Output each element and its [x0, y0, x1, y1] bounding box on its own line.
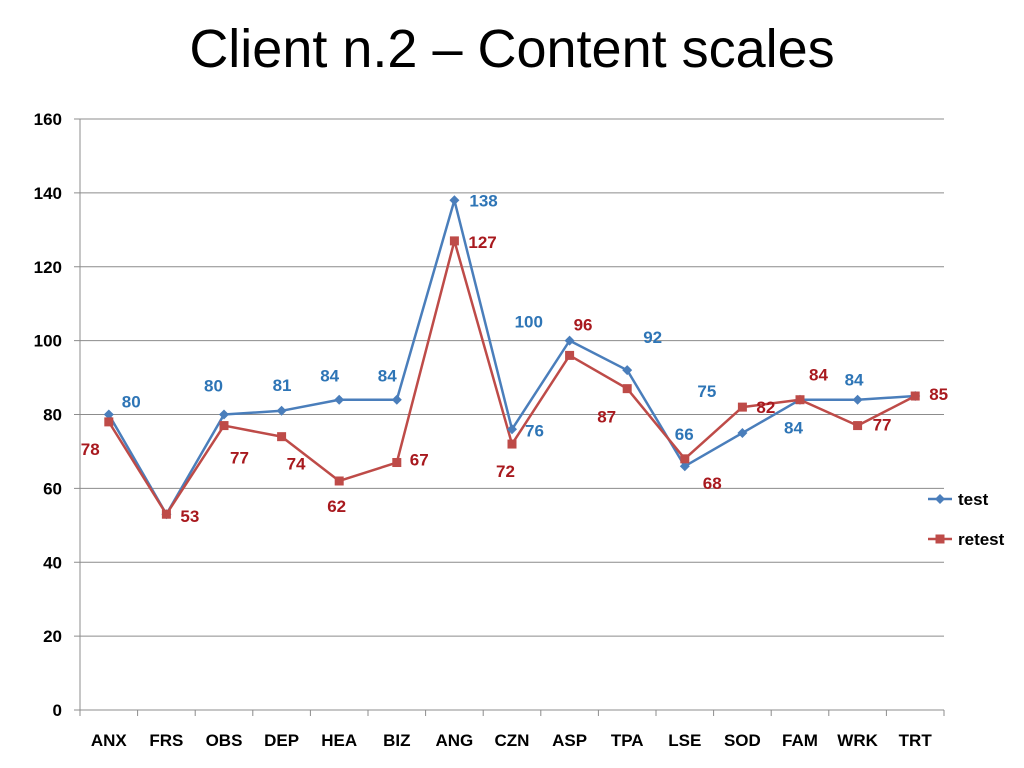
data-label-retest: 77	[230, 449, 249, 468]
y-tick-label: 160	[34, 110, 62, 129]
data-label-retest: 87	[597, 408, 616, 427]
point-retest	[277, 432, 287, 442]
point-test	[737, 427, 748, 438]
x-tick-label: ASP	[552, 731, 587, 750]
data-label-test: 76	[525, 421, 544, 440]
x-tick-label: SOD	[724, 731, 761, 750]
x-tick-label: DEP	[264, 731, 299, 750]
point-test	[276, 405, 287, 416]
data-label-test: 66	[675, 425, 694, 444]
point-test	[449, 195, 460, 206]
legend-label-test: test	[958, 490, 989, 509]
x-tick-label: TRT	[899, 731, 933, 750]
data-label-retest: 85	[929, 385, 948, 404]
data-labels: 80 80 81 84 84 138 76 100 92 66 75 84 84 78 53 77 74 62 67…	[81, 191, 948, 526]
data-label-retest: 53	[180, 507, 199, 526]
x-tick-label: FRS	[149, 731, 183, 750]
y-tick-label: 120	[34, 258, 62, 277]
data-label-test: 100	[515, 313, 543, 332]
point-retest	[334, 476, 344, 486]
data-label-retest: 72	[496, 462, 515, 481]
data-label-test: 138	[469, 191, 497, 210]
point-test	[679, 461, 690, 472]
point-retest	[219, 421, 229, 431]
x-tick-label: BIZ	[383, 731, 410, 750]
legend: test retest	[928, 490, 1005, 549]
x-tick-label: CZN	[495, 731, 530, 750]
point-retest	[853, 421, 863, 431]
legend-marker-retest	[935, 534, 945, 544]
point-retest	[392, 458, 402, 468]
point-test	[507, 424, 517, 435]
x-tick-label: HEA	[321, 731, 357, 750]
x-tick-label: OBS	[206, 731, 243, 750]
x-tick-label: ANX	[91, 731, 128, 750]
point-retest	[795, 395, 805, 405]
x-tick-label: ANG	[436, 731, 474, 750]
x-tick-label: WRK	[837, 731, 878, 750]
series-markers	[103, 195, 921, 520]
data-label-retest: 96	[574, 315, 593, 334]
data-label-test: 84	[845, 371, 864, 390]
point-retest	[449, 236, 459, 246]
point-test	[334, 394, 345, 405]
point-retest	[737, 402, 747, 412]
data-label-retest: 67	[410, 451, 429, 470]
legend-label-retest: retest	[958, 530, 1005, 549]
data-label-retest: 127	[468, 233, 496, 252]
point-retest	[507, 439, 517, 449]
point-test	[564, 335, 575, 346]
x-axis-ticks: ANX FRS OBS DEP HEA BIZ ANG CZN ASP TPA LSE SOD FAM W…	[79, 710, 945, 750]
data-label-retest: 77	[873, 416, 892, 435]
x-tick-label: TPA	[611, 731, 644, 750]
point-retest	[622, 384, 632, 394]
point-test	[852, 394, 863, 405]
legend-marker-test	[935, 494, 945, 504]
y-tick-label: 60	[43, 479, 62, 498]
data-label-test: 80	[204, 377, 223, 396]
y-tick-label: 0	[53, 701, 62, 720]
data-label-test: 75	[697, 382, 716, 401]
data-label-retest: 84	[809, 366, 828, 385]
data-label-retest: 74	[287, 455, 306, 474]
data-label-retest: 68	[703, 474, 722, 493]
point-retest	[565, 350, 575, 360]
data-label-test: 81	[273, 376, 292, 395]
point-test	[219, 409, 229, 420]
y-axis-ticks: 0 20 40 60 80 100 120 140 160	[34, 110, 80, 720]
x-tick-label: LSE	[668, 731, 701, 750]
data-label-test: 84	[784, 419, 803, 438]
data-label-retest: 78	[81, 440, 100, 459]
point-test	[622, 365, 633, 376]
point-retest	[104, 417, 114, 427]
y-tick-label: 40	[43, 553, 62, 572]
chart-title: Client n.2 – Content scales	[189, 19, 835, 79]
y-tick-label: 100	[34, 332, 62, 351]
data-label-test: 80	[122, 393, 141, 412]
point-test	[391, 394, 402, 405]
data-label-retest: 62	[327, 497, 346, 516]
data-label-test: 84	[320, 367, 339, 386]
data-label-retest: 82	[756, 398, 775, 417]
data-label-test: 84	[378, 367, 397, 386]
y-tick-label: 20	[43, 627, 62, 646]
y-tick-label: 80	[43, 406, 62, 425]
point-test	[103, 409, 114, 420]
point-retest	[910, 391, 920, 401]
data-label-test: 92	[643, 328, 662, 347]
y-tick-label: 140	[34, 184, 62, 203]
point-retest	[680, 454, 690, 464]
point-retest	[161, 509, 171, 519]
x-tick-label: FAM	[782, 731, 818, 750]
